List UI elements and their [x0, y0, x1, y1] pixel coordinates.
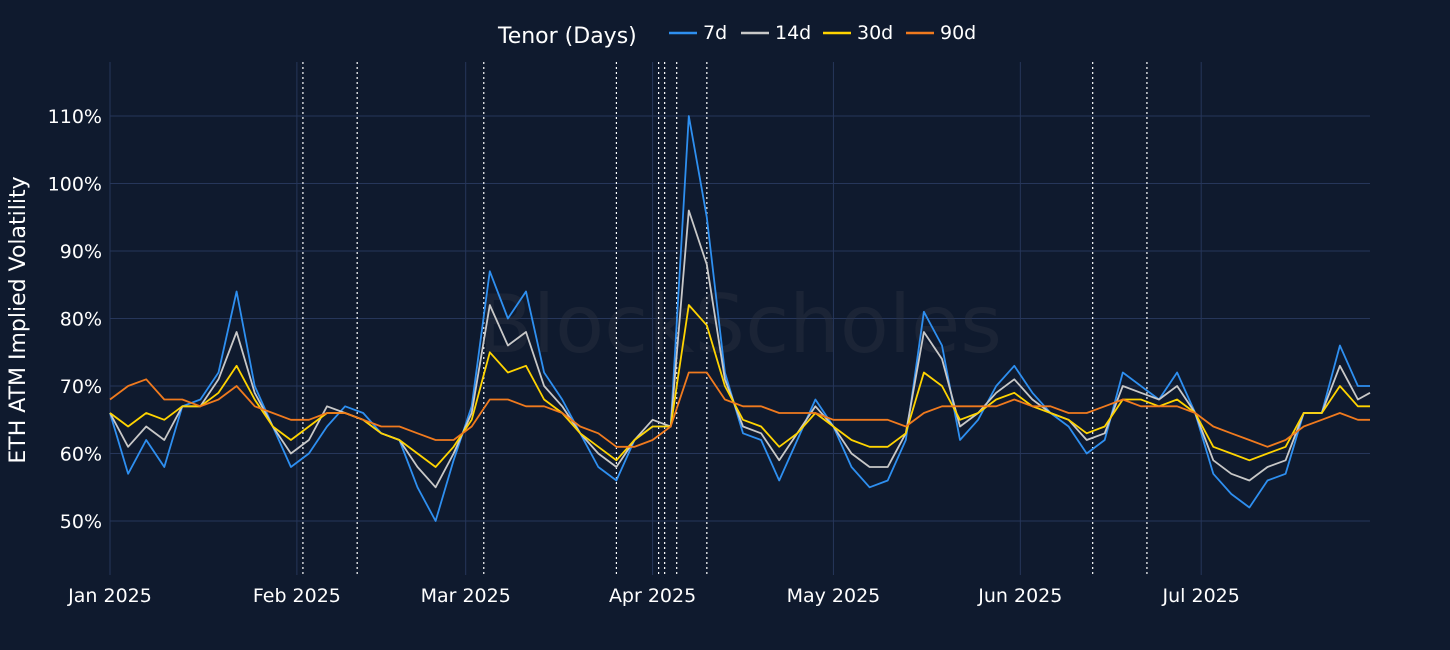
y-tick-label: 100% [48, 174, 102, 196]
x-tick-label: Apr 2025 [609, 585, 696, 607]
y-tick-label: 110% [48, 106, 102, 128]
series-line-7d [109, 115, 1370, 522]
y-axis-ticks: 50% 60% 70% 80% 90% 100% 110% [48, 106, 102, 533]
grid-layer [109, 62, 1370, 575]
x-tick-label: Jan 2025 [67, 585, 152, 607]
series-line-90d [109, 371, 1370, 448]
x-tick-label: Jul 2025 [1162, 585, 1240, 607]
y-tick-label: 50% [60, 511, 102, 533]
y-tick-label: 90% [60, 241, 102, 263]
x-tick-label: Jun 2025 [977, 585, 1062, 607]
x-axis-ticks: Jan 2025 Feb 2025 Mar 2025 Apr 2025 May 2025… [67, 585, 1240, 607]
legend-label-30d[interactable]: 30d [857, 22, 893, 44]
legend-title: Tenor (Days) [497, 24, 637, 49]
y-tick-label: 80% [60, 309, 102, 331]
y-tick-label: 70% [60, 376, 102, 398]
series-layer [109, 115, 1371, 522]
legend[interactable]: Tenor (Days) 7d 14d 30d 90d [497, 22, 976, 49]
x-tick-label: Mar 2025 [421, 585, 511, 607]
watermark-text: BlockScholes [478, 278, 1002, 371]
legend-label-7d[interactable]: 7d [703, 22, 727, 44]
x-tick-label: May 2025 [787, 585, 881, 607]
legend-items[interactable]: 7d 14d 30d 90d [669, 22, 976, 44]
y-tick-label: 60% [60, 444, 102, 466]
event-lines-layer [302, 62, 1148, 575]
y-axis-title: ETH ATM Implied Volatility [6, 176, 31, 463]
x-tick-label: Feb 2025 [253, 585, 341, 607]
legend-label-14d[interactable]: 14d [775, 22, 811, 44]
series-line-30d [109, 304, 1370, 468]
legend-label-90d[interactable]: 90d [940, 22, 976, 44]
